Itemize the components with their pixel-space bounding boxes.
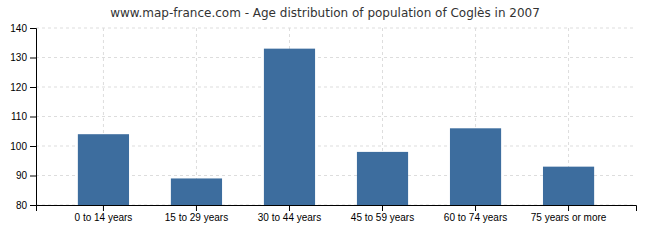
y-grid-line (36, 57, 636, 58)
y-tick: 80 (16, 200, 36, 211)
bars (78, 49, 594, 205)
y-tick: 140 (10, 23, 36, 34)
x-tick-label: 75 years or more (531, 212, 607, 223)
x-tick: 30 to 44 years (258, 205, 321, 223)
y-tick-label: 140 (10, 23, 27, 34)
y-axis-line (30, 29, 37, 206)
y-grid-line (36, 116, 636, 117)
x-tick: 15 to 29 years (165, 205, 228, 223)
x-axis: 0 to 14 years 15 to 29 years 30 to 44 year… (37, 205, 637, 223)
x-tick-label: 45 to 59 years (351, 212, 414, 223)
x-tick-mark (103, 205, 104, 211)
bar (543, 167, 594, 205)
y-tick: 120 (10, 82, 36, 93)
y-tick-mark (30, 117, 36, 118)
title: www.map-france.com - Age distribution of… (110, 6, 540, 20)
y-tick-mark (30, 28, 36, 29)
x-tick-label: 60 to 74 years (444, 212, 507, 223)
y-tick-label: 130 (10, 52, 27, 63)
y-axis: 80 90 100 110 120 130 140 (10, 23, 36, 211)
x-tick: 45 to 59 years (351, 205, 414, 223)
bar (450, 128, 501, 205)
y-tick-label: 120 (10, 82, 27, 93)
y-tick-mark (30, 58, 36, 59)
x-tick-mark (475, 205, 476, 211)
x-tick-mark (382, 205, 383, 211)
x-tick: 0 to 14 years (75, 205, 133, 223)
x-tick-mark (289, 205, 290, 211)
y-tick-label: 90 (16, 170, 28, 181)
x-tick-mark (196, 205, 197, 211)
y-tick-mark (30, 176, 36, 177)
bar (78, 134, 129, 205)
y-tick: 130 (10, 52, 36, 63)
y-tick-label: 100 (10, 141, 27, 152)
plot: 80 90 100 110 120 130 140 0 to 14 years 15 to 29… (10, 23, 636, 229)
x-tick-label: 0 to 14 years (75, 212, 133, 223)
bar (264, 49, 315, 205)
y-grid-line (36, 87, 636, 88)
y-tick-mark (30, 87, 36, 88)
y-grid-line (36, 28, 636, 29)
x-tick: 60 to 74 years (444, 205, 507, 223)
x-axis-line (37, 206, 637, 212)
chart: www.map-france.com - Age distribution of… (0, 0, 650, 229)
y-tick: 100 (10, 141, 36, 152)
y-tick-mark (30, 205, 36, 206)
y-tick: 110 (11, 111, 36, 122)
x-tick-label: 30 to 44 years (258, 212, 321, 223)
bar (171, 178, 222, 205)
bar (357, 152, 408, 205)
y-tick-label: 80 (16, 200, 28, 211)
y-tick: 90 (16, 170, 36, 181)
x-tick-mark (568, 205, 569, 211)
x-tick: 75 years or more (531, 205, 607, 223)
y-tick-mark (30, 146, 36, 147)
y-tick-label: 110 (11, 111, 27, 122)
x-tick-label: 15 to 29 years (165, 212, 228, 223)
